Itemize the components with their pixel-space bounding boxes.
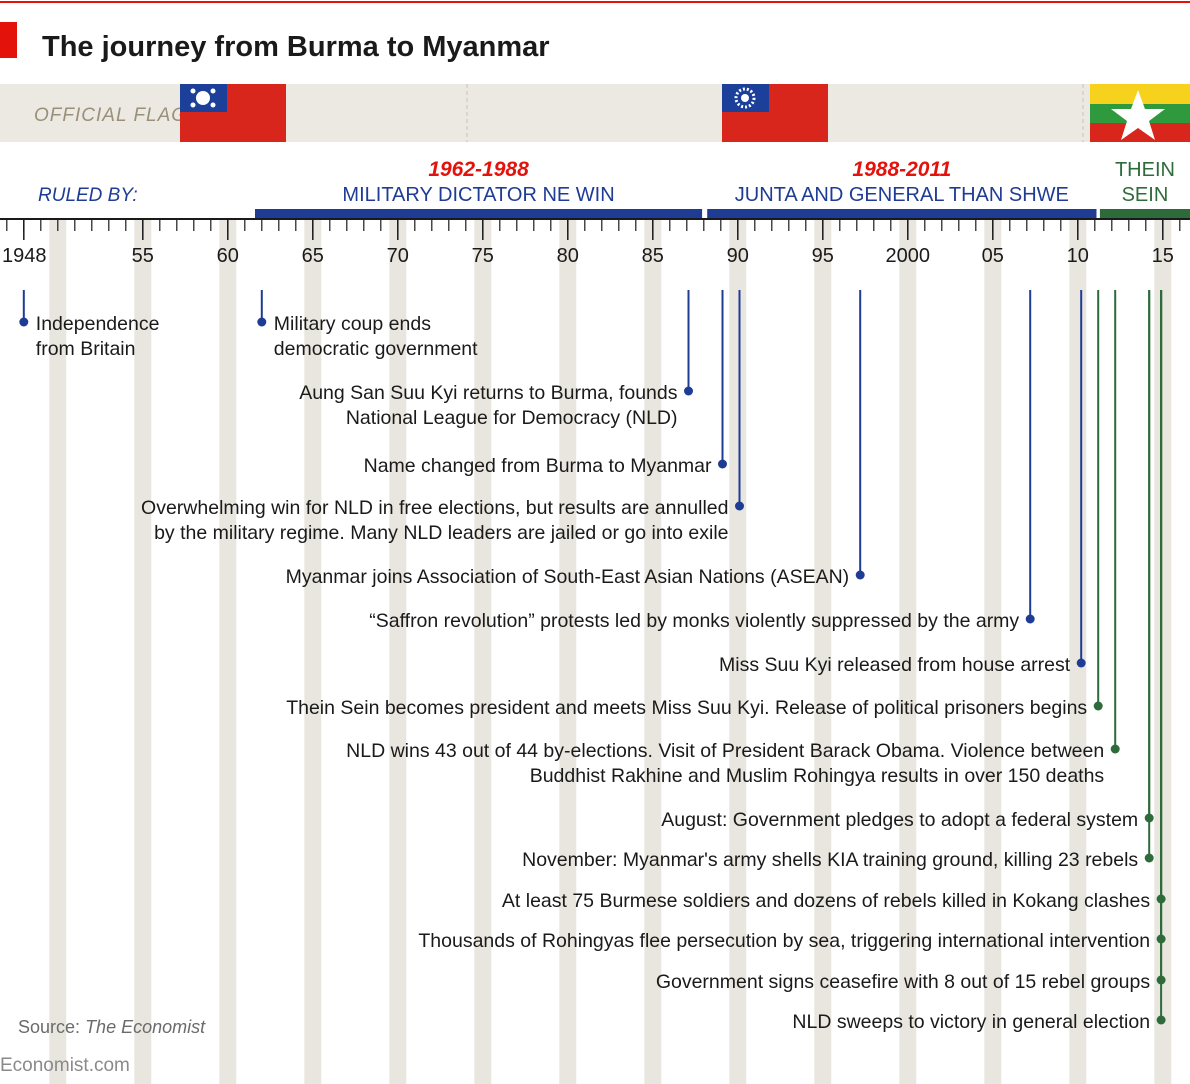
event-dot	[19, 317, 29, 327]
event-text: Thousands of Rohingyas flee persecution …	[418, 930, 1150, 952]
source-prefix: Source:	[18, 1017, 80, 1037]
event-dot	[1144, 853, 1154, 863]
event-dot	[735, 501, 744, 511]
era-name: THEIN	[1115, 159, 1175, 181]
footer: Economist.com	[0, 1055, 130, 1076]
year-band	[814, 220, 832, 1084]
flag-label: OFFICIAL FLAG	[34, 105, 187, 126]
era-bar	[707, 209, 1097, 218]
event-dot	[1093, 701, 1103, 711]
era-name: MILITARY DICTATOR NE WIN	[342, 184, 614, 206]
event-text: Independence	[36, 313, 160, 335]
event-text: democratic government	[274, 338, 478, 360]
year-bands	[49, 220, 1172, 1084]
event-dot	[1156, 1015, 1166, 1025]
year-band	[899, 220, 917, 1084]
event-text: At least 75 Burmese soldiers and dozens …	[502, 890, 1150, 912]
era-name: JUNTA AND GENERAL THAN SHWE	[735, 184, 1069, 206]
event-dot	[1025, 614, 1035, 624]
year-band	[644, 220, 662, 1084]
event-dot	[1076, 658, 1086, 668]
year-band	[729, 220, 747, 1084]
year-band	[559, 220, 577, 1084]
event-text: August: Government pledges to adopt a fe…	[661, 809, 1138, 831]
event-text: National League for Democracy (NLD)	[346, 407, 678, 429]
event-text: Buddhist Rakhine and Muslim Rohingya res…	[530, 765, 1105, 787]
event-text: NLD sweeps to victory in general electio…	[792, 1011, 1150, 1033]
event-text: NLD wins 43 out of 44 by-elections. Visi…	[346, 740, 1104, 762]
event-text: from Britain	[36, 338, 136, 360]
event-text: “Saffron revolution” protests led by mon…	[369, 610, 1019, 632]
source-name: The Economist	[85, 1017, 206, 1037]
event-text: November: Myanmar's army shells KIA trai…	[522, 849, 1138, 871]
tick-label: 95	[812, 245, 834, 267]
ruled-by-label: RULED BY:	[38, 185, 138, 206]
title: The journey from Burma to Myanmar	[42, 31, 550, 63]
event-text: Name changed from Burma to Myanmar	[364, 455, 712, 477]
tick-label: 90	[727, 245, 749, 267]
top-rule	[0, 1, 1190, 3]
era-bar	[255, 209, 703, 218]
tick-label: 75	[472, 245, 494, 267]
year-band	[389, 220, 407, 1084]
event-text: by the military regime. Many NLD leaders…	[154, 522, 728, 544]
event-text: Myanmar joins Association of South-East …	[286, 566, 850, 588]
event-dot	[684, 386, 693, 396]
era-dates: 1962-1988	[428, 158, 529, 181]
red-tag	[0, 22, 17, 58]
tick-label: 55	[132, 245, 154, 267]
tick-label: 65	[302, 245, 324, 267]
event-dot	[257, 317, 267, 327]
year-band	[49, 220, 67, 1084]
tick-label: 70	[387, 245, 409, 267]
event-text: Military coup ends	[274, 313, 431, 335]
tick-label: 05	[982, 245, 1004, 267]
year-band	[474, 220, 492, 1084]
event-dot	[855, 570, 865, 580]
era-name: SEIN	[1122, 184, 1169, 206]
event-dot	[718, 459, 727, 469]
event-text: Aung San Suu Kyi returns to Burma, found…	[299, 382, 678, 404]
tick-label: 15	[1152, 245, 1174, 267]
source: Source: The Economist	[18, 1017, 206, 1037]
year-band	[134, 220, 152, 1084]
flag-1974	[722, 84, 828, 142]
era-dates: 1988-2011	[852, 158, 951, 181]
tick-label: 80	[557, 245, 579, 267]
era-bar	[1099, 209, 1190, 218]
year-band	[304, 220, 322, 1084]
event-dot	[1110, 744, 1120, 754]
tick-label: 10	[1067, 245, 1089, 267]
year-band	[984, 220, 1002, 1084]
flag-1948	[180, 84, 286, 142]
event-text: Thein Sein becomes president and meets M…	[286, 697, 1087, 719]
tick-label: 2000	[886, 245, 931, 267]
year-band	[1069, 220, 1087, 1084]
tick-label: 60	[217, 245, 239, 267]
year-band	[219, 220, 237, 1084]
event-text: Overwhelming win for NLD in free electio…	[141, 497, 728, 519]
tick-label: 1948	[2, 245, 47, 267]
year-band	[1154, 220, 1172, 1084]
flag-2010	[1090, 84, 1190, 142]
tick-label: 85	[642, 245, 664, 267]
event-text: Miss Suu Kyi released from house arrest	[719, 654, 1071, 676]
event-text: Government signs ceasefire with 8 out of…	[656, 971, 1151, 993]
